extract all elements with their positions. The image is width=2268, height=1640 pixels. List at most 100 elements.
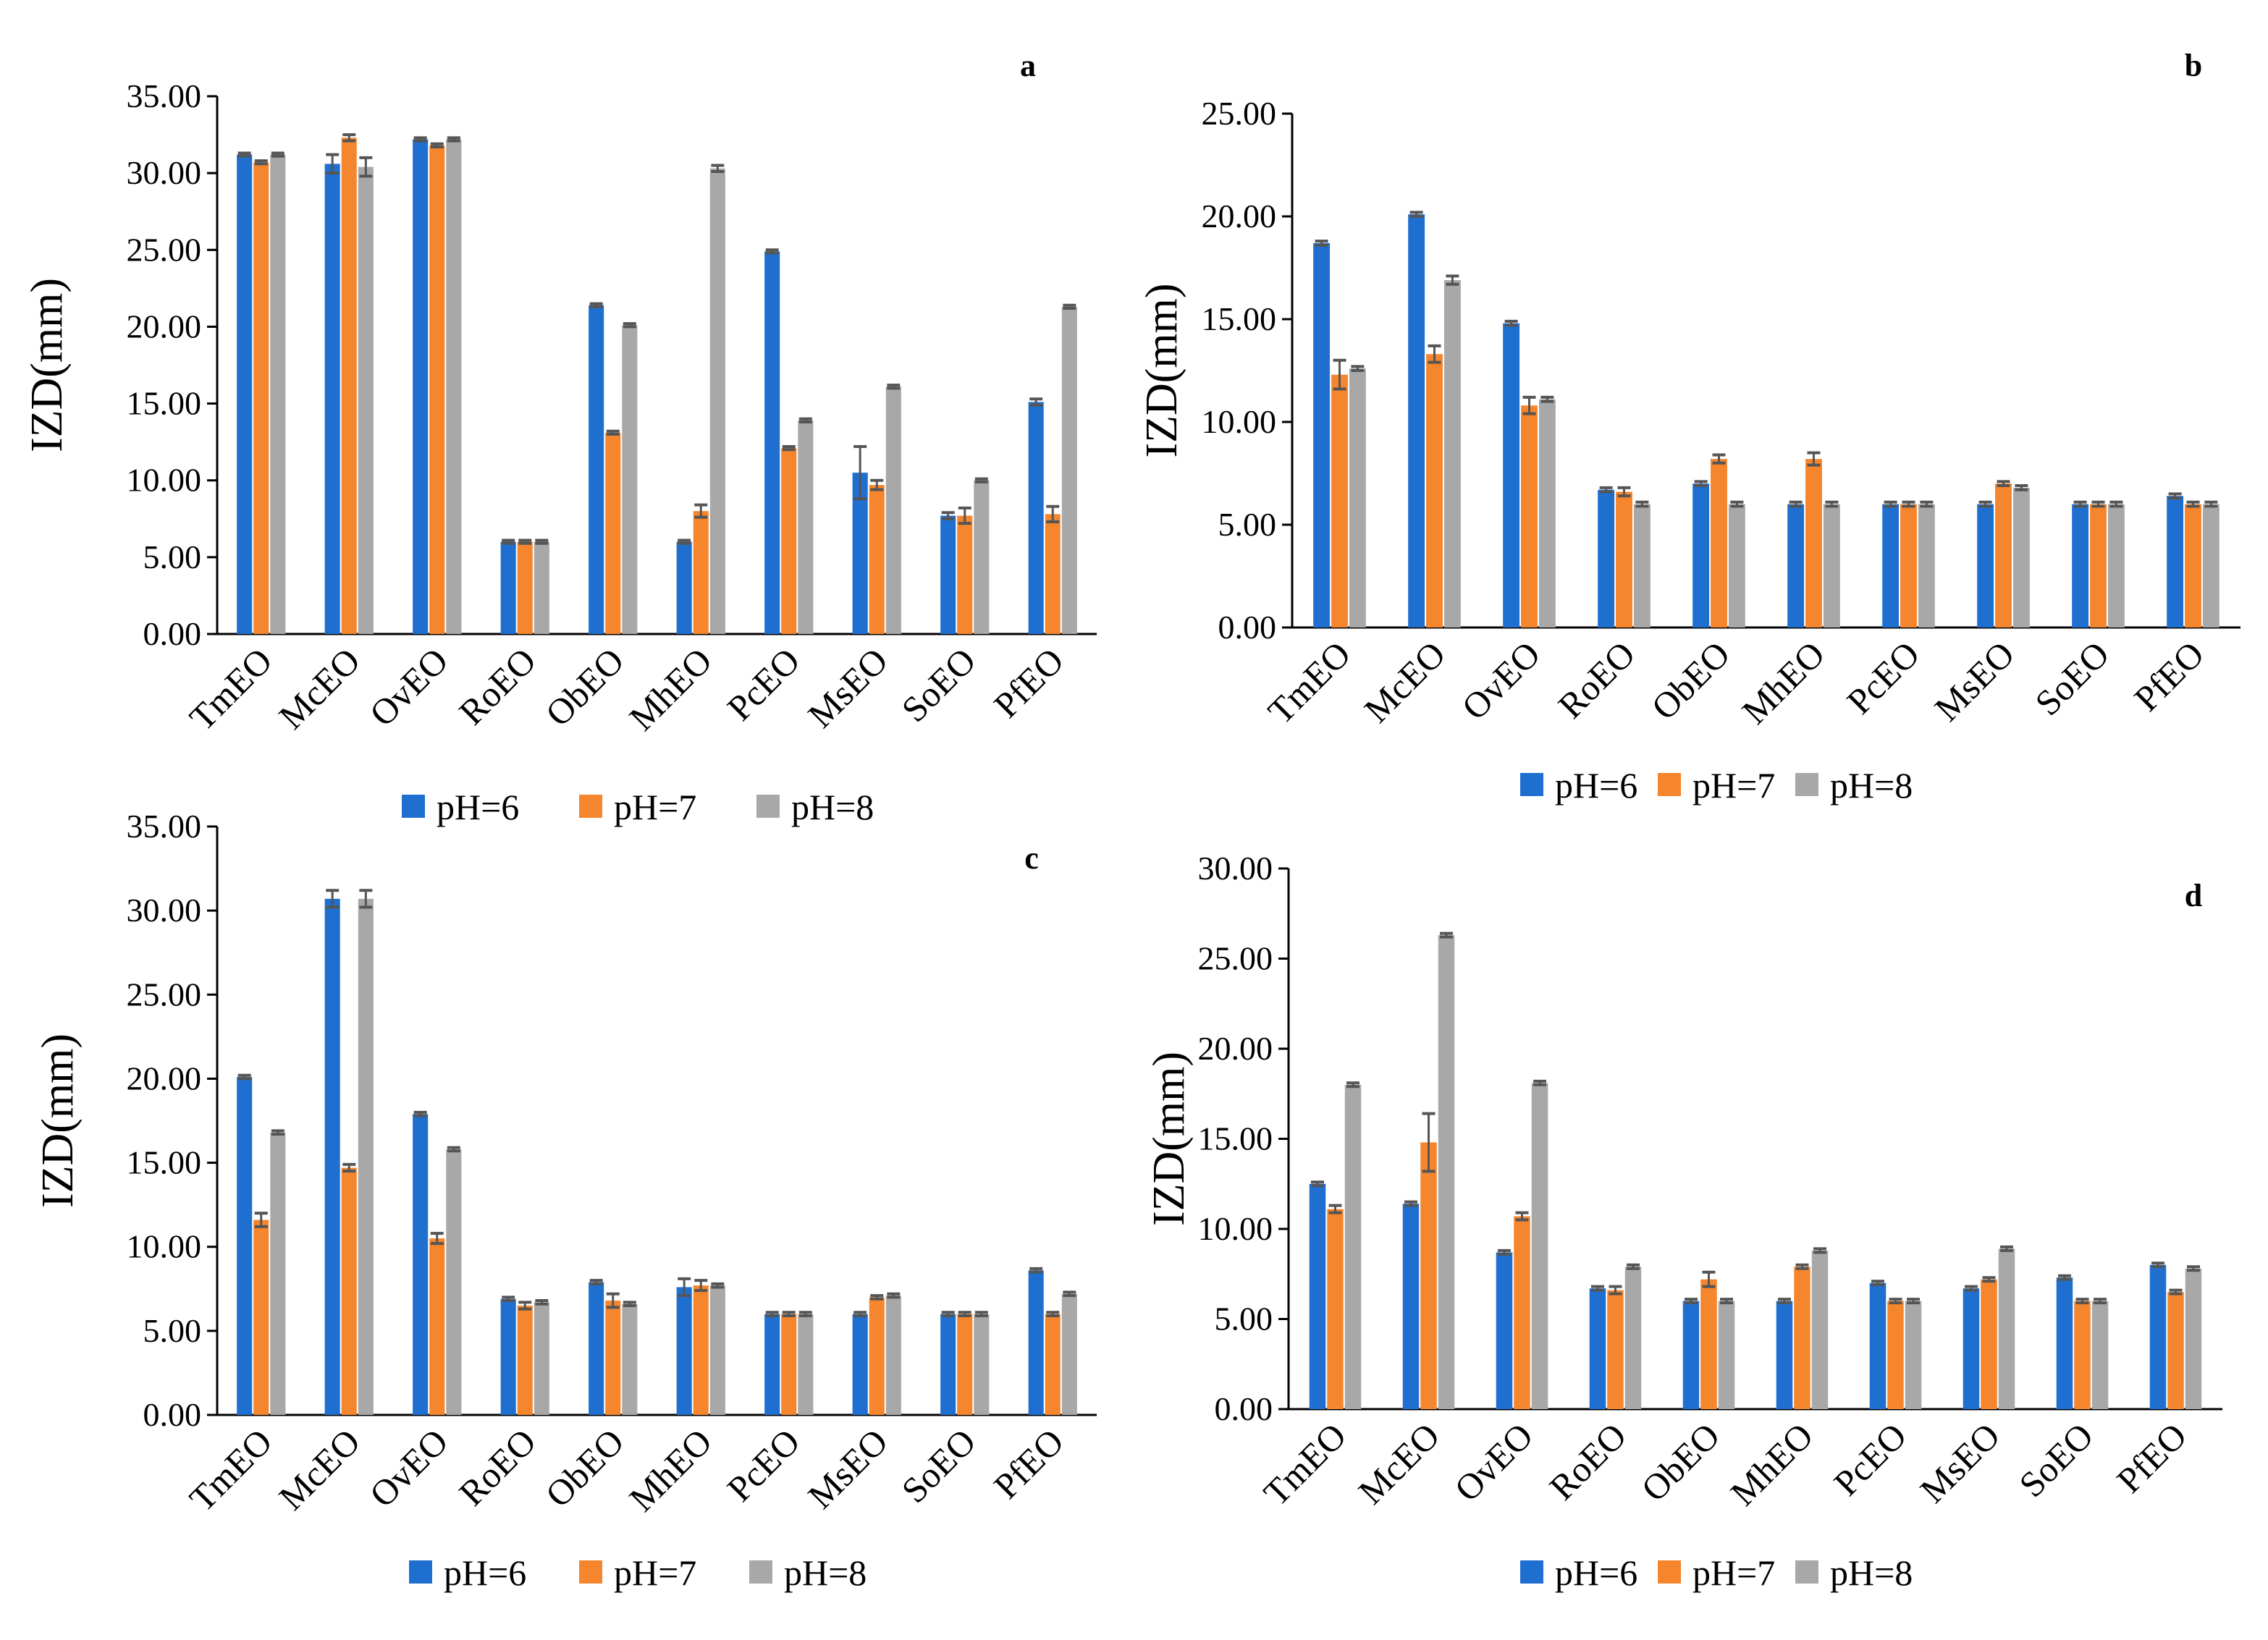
bar-TmEO-pH=8 (1349, 368, 1366, 627)
bar-OvEO-pH=7 (1521, 405, 1538, 627)
bar-MsEO-pH=7 (869, 1297, 885, 1415)
y-tick-label: 0.00 (143, 1396, 202, 1433)
bar-TmEO-pH=7 (1331, 374, 1348, 627)
bar-SoEO-pH=8 (2091, 1301, 2109, 1409)
y-tick-label: 10.00 (1202, 403, 1277, 440)
bar-TmEO-pH=8 (270, 154, 286, 634)
bar-PcEO-pH=8 (798, 1314, 814, 1415)
bar-ObEO-pH=7 (605, 432, 621, 634)
legend: pH=6 pH=7 pH=8 (1520, 1552, 1913, 1593)
category-label-TmEO: TmEO (182, 640, 280, 738)
bar-PfEO-pH=7 (2185, 504, 2201, 627)
category-label-SoEO: SoEO (2027, 633, 2117, 723)
bar-PfEO-pH=8 (2202, 504, 2219, 627)
panel-a: 0.00 5.00 10.00 15.00 20.00 25.00 30.00 35.00 IZ… (22, 48, 1097, 827)
bar-MsEO-pH=8 (2012, 487, 2030, 627)
panel-c: 0.00 5.00 10.00 15.00 20.00 25.00 30.00 35.00 IZ… (33, 808, 1097, 1593)
y-tick-label: 5.00 (143, 1312, 202, 1349)
category-label-PcEO: PcEO (719, 1421, 807, 1509)
category-label-MhEO: MhEO (1722, 1415, 1821, 1513)
category-label-SoEO: SoEO (893, 640, 983, 730)
bar-ObEO-pH=8 (1728, 504, 1745, 627)
y-tick-label: 25.00 (127, 231, 202, 268)
bar-McEO-pH=8 (358, 898, 374, 1415)
bar-ObEO-pH=8 (622, 325, 638, 634)
bar-McEO-pH=7 (341, 1167, 357, 1415)
bar-PcEO-pH=7 (1887, 1301, 1904, 1409)
legend-swatch-pH=7 (1658, 1560, 1681, 1584)
bar-RoEO-pH=8 (534, 541, 549, 634)
bar-MhEO-pH=7 (1805, 459, 1822, 627)
y-tick-label: 20.00 (127, 308, 202, 345)
bar-PcEO-pH=6 (1869, 1282, 1887, 1409)
y-tick-label: 10.00 (1198, 1210, 1273, 1247)
category-label-OvEO: OvEO (1446, 1415, 1540, 1509)
bar-PfEO-pH=7 (1045, 1314, 1061, 1415)
bar-SoEO-pH=7 (2090, 504, 2107, 627)
category-label-MhEO: MhEO (1734, 633, 1832, 732)
bar-OvEO-pH=8 (446, 139, 462, 634)
bar-PfEO-pH=6 (1028, 402, 1044, 634)
bar-PfEO-pH=7 (2167, 1292, 2184, 1409)
bar-McEO-pH=6 (324, 164, 340, 635)
bar-MsEO-pH=6 (852, 473, 868, 634)
y-tick-label: 20.00 (1202, 198, 1277, 234)
y-tick-label: 20.00 (127, 1060, 202, 1096)
bar-McEO-pH=6 (1408, 214, 1425, 627)
bar-TmEO-pH=6 (1313, 242, 1331, 627)
legend-label-pH=6: pH=6 (1555, 1552, 1637, 1593)
bar-MsEO-pH=6 (852, 1314, 868, 1415)
y-axis-title: IZD(mm) (1137, 283, 1186, 457)
bar-MsEO-pH=7 (1995, 483, 2012, 627)
bar-PfEO-pH=8 (1061, 306, 1077, 634)
legend-label-pH=8: pH=8 (784, 1552, 867, 1593)
bar-PcEO-pH=6 (1882, 504, 1900, 627)
bar-SoEO-pH=8 (2107, 504, 2125, 627)
y-axis-title: IZD(mm) (1144, 1052, 1194, 1226)
category-label-MhEO: MhEO (621, 640, 720, 738)
y-tick-label: 5.00 (1218, 506, 1277, 543)
category-label-RoEO: RoEO (1550, 633, 1643, 726)
bar-RoEO-pH=6 (1589, 1288, 1606, 1409)
category-label-OvEO: OvEO (362, 1421, 456, 1515)
y-tick-label: 35.00 (127, 77, 202, 114)
bar-RoEO-pH=8 (1624, 1267, 1642, 1409)
y-tick-label: 30.00 (127, 154, 202, 191)
bar-MsEO-pH=7 (1981, 1279, 1997, 1409)
bar-OvEO-pH=8 (446, 1149, 462, 1415)
legend-swatch-pH=6 (1520, 1560, 1543, 1584)
y-tick-label: 30.00 (127, 892, 202, 929)
y-tick-label: 10.00 (127, 462, 202, 499)
legend-swatch-pH=8 (1795, 1560, 1818, 1584)
category-label-McEO: McEO (1356, 633, 1453, 730)
legend: pH=6 pH=7 pH=8 (1520, 765, 1913, 806)
bar-ObEO-pH=6 (589, 305, 604, 634)
legend: pH=6 pH=7 pH=8 (409, 1552, 867, 1593)
y-tick-label: 20.00 (1198, 1030, 1273, 1067)
y-axis-title: IZD(mm) (22, 278, 72, 452)
y-tick-label: 0.00 (1218, 609, 1277, 646)
bar-MsEO-pH=7 (869, 485, 885, 634)
bar-OvEO-pH=7 (429, 1238, 445, 1415)
y-tick-label: 30.00 (1198, 850, 1273, 887)
bar-OvEO-pH=6 (1503, 323, 1520, 627)
bar-MhEO-pH=8 (709, 1285, 725, 1415)
legend-swatch-pH=7 (1658, 773, 1681, 796)
y-tick-label: 25.00 (1198, 940, 1273, 977)
category-label-MhEO: MhEO (621, 1421, 720, 1519)
panel-letter: a (1020, 48, 1036, 83)
legend: pH=6 pH=7 pH=8 (402, 787, 874, 827)
bar-PfEO-pH=6 (2149, 1264, 2167, 1409)
category-label-PcEO: PcEO (1839, 633, 1927, 722)
bar-OvEO-pH=8 (1538, 399, 1556, 627)
legend-label-pH=6: pH=6 (1555, 765, 1637, 806)
panel-d: 0.00 5.00 10.00 15.00 20.00 25.00 30.00 IZD(mm)… (1144, 850, 2222, 1593)
bar-McEO-pH=8 (1443, 280, 1461, 627)
bar-MhEO-pH=7 (693, 511, 709, 634)
category-label-TmEO: TmEO (1255, 1415, 1354, 1513)
bar-RoEO-pH=7 (517, 541, 533, 634)
bar-PfEO-pH=8 (1061, 1293, 1077, 1415)
bar-RoEO-pH=8 (534, 1302, 549, 1415)
bar-MhEO-pH=8 (1811, 1250, 1829, 1409)
